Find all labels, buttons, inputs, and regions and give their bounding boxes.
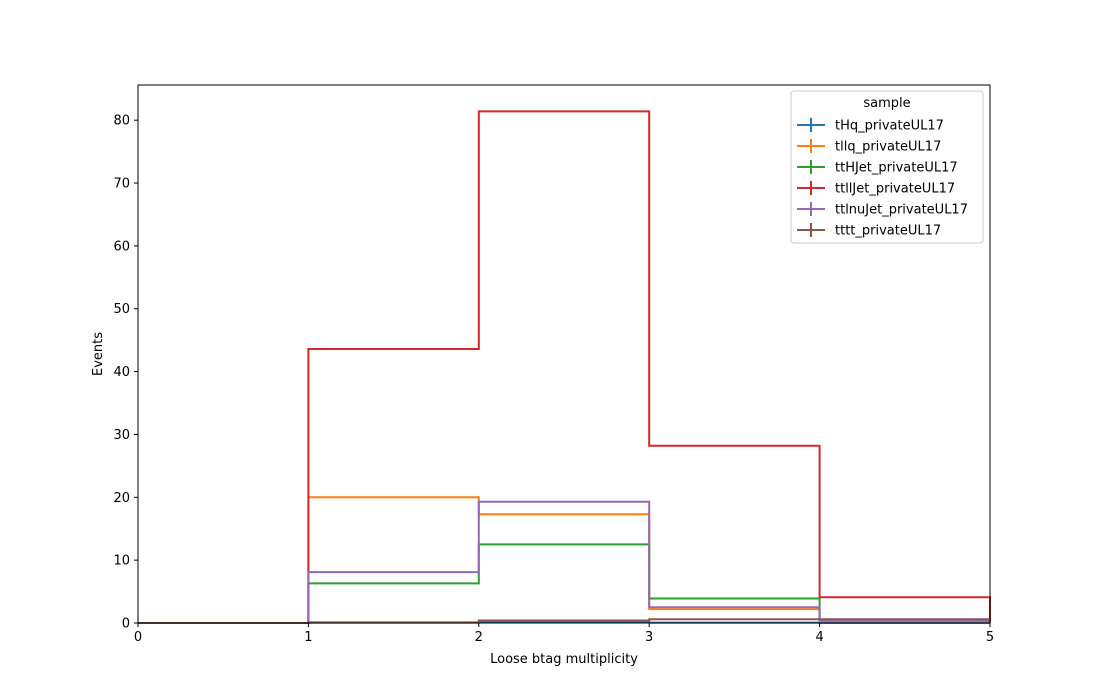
y-tick-label-0: 0	[122, 617, 130, 632]
y-tick-label-7: 70	[113, 177, 130, 192]
legend-label-3: ttllJet_privateUL17	[835, 182, 955, 197]
y-tick-label-5: 50	[113, 302, 130, 317]
x-tick-label-4: 4	[815, 630, 823, 645]
x-axis: 0 1 2 3 4 5	[134, 623, 994, 645]
y-tick-label-3: 30	[113, 428, 130, 443]
legend-label-2: ttHJet_privateUL17	[835, 161, 958, 176]
series-3-step-line	[138, 110, 991, 624]
x-tick-label-1: 1	[304, 630, 312, 645]
legend-label-4: ttlnuJet_privateUL17	[835, 203, 968, 218]
legend-title: sample	[863, 96, 910, 111]
legend-label-5: tttt_privateUL17	[835, 224, 941, 239]
plot-border	[137, 84, 991, 624]
legend: sample tHq_privateUL17 tllq_privateUL17tt…	[790, 90, 984, 244]
x-tick-label-5: 5	[986, 630, 994, 645]
y-axis-label: Events	[91, 332, 106, 376]
x-tick-label-2: 2	[475, 630, 483, 645]
y-tick-label-6: 60	[113, 239, 130, 254]
x-tick-label-0: 0	[134, 630, 142, 645]
y-axis: 0 10 20 30 40 50 60 70 80	[113, 114, 138, 632]
legend-box	[790, 90, 984, 244]
x-tick-label-3: 3	[645, 630, 653, 645]
y-tick-label-1: 10	[113, 554, 130, 569]
x-axis-label: Loose btag multiplicity	[490, 652, 638, 667]
series-4-step-line	[138, 500, 991, 624]
y-tick-label-4: 40	[113, 365, 130, 380]
legend-label-1: tllq_privateUL17	[835, 140, 941, 155]
y-tick-label-2: 20	[113, 491, 130, 506]
y-tick-label-8: 80	[113, 114, 130, 129]
legend-label-0: tHq_privateUL17	[835, 119, 944, 134]
